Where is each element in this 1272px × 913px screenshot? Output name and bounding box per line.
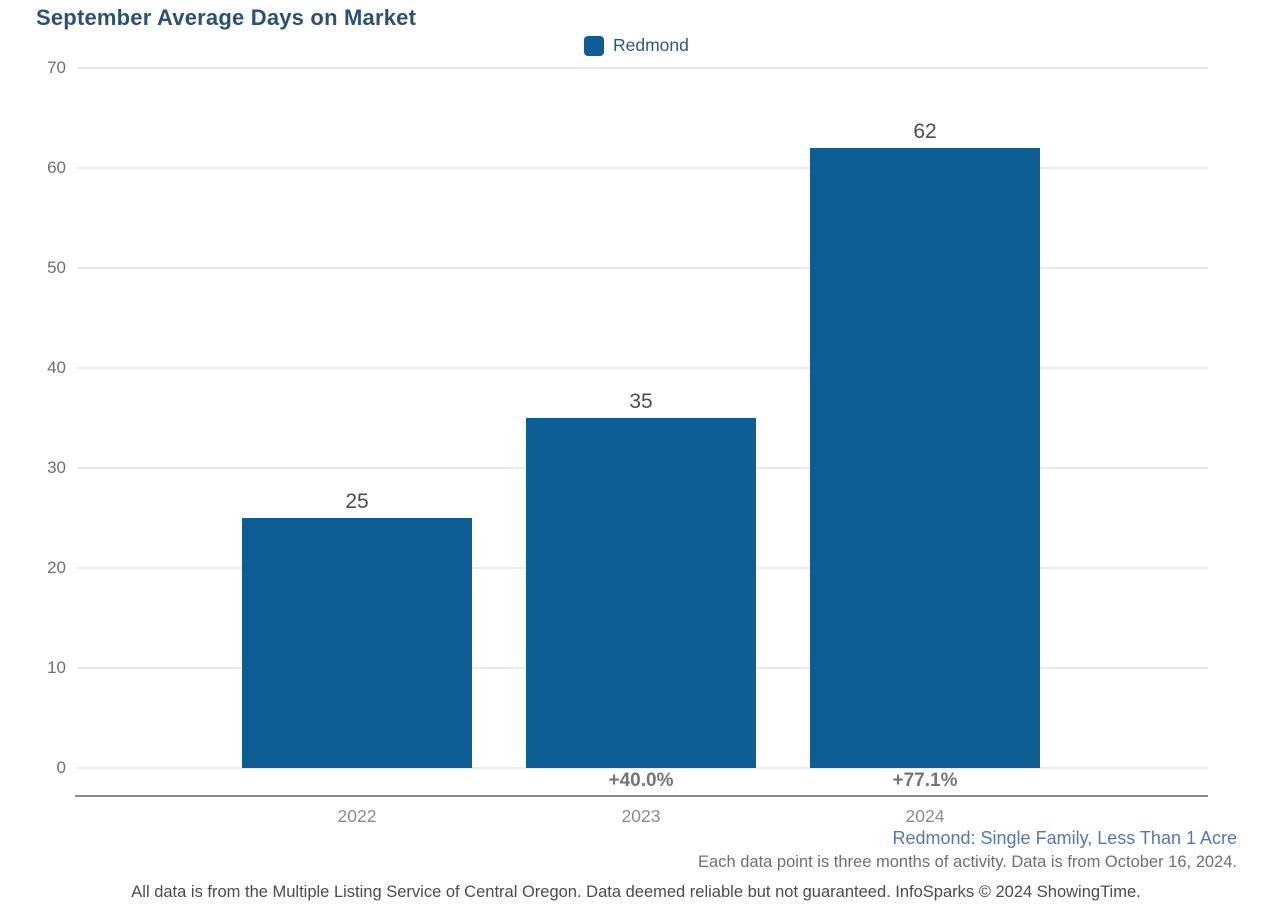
y-tick-label: 40 xyxy=(47,358,66,377)
y-tick-label: 60 xyxy=(47,158,66,177)
legend-item-redmond[interactable]: Redmond xyxy=(584,35,689,56)
bar-2023[interactable] xyxy=(526,418,756,768)
gridline xyxy=(77,267,1208,269)
y-tick-label: 10 xyxy=(47,658,66,677)
gridline xyxy=(77,367,1208,369)
bar-value-label: 25 xyxy=(345,490,369,513)
legend-swatch-icon xyxy=(584,35,604,56)
bar-value-label: 62 xyxy=(913,120,937,143)
legend-label: Redmond xyxy=(613,35,689,55)
data-note-footnote: Each data point is three months of activ… xyxy=(698,853,1237,871)
y-tick-label: 30 xyxy=(47,458,66,477)
pct-change-label: +77.1% xyxy=(892,770,958,791)
y-tick-label: 0 xyxy=(56,758,66,777)
y-tick-label: 70 xyxy=(47,58,66,77)
gridline xyxy=(77,167,1208,169)
y-tick-label: 50 xyxy=(47,258,66,277)
gridline xyxy=(77,767,1208,769)
y-tick-label: 20 xyxy=(47,558,66,577)
x-axis-line xyxy=(75,795,1208,797)
x-tick-label: 2024 xyxy=(905,806,945,826)
x-tick-label: 2022 xyxy=(337,806,377,826)
attribution-footnote: All data is from the Multiple Listing Se… xyxy=(131,883,1141,901)
chart-title: September Average Days on Market xyxy=(36,5,417,30)
bar-value-label: 35 xyxy=(629,390,653,413)
bar-2024[interactable] xyxy=(810,148,1040,768)
x-tick-label: 2023 xyxy=(621,806,661,826)
segment-footnote: Redmond: Single Family, Less Than 1 Acre xyxy=(892,828,1237,848)
gridline xyxy=(77,67,1208,69)
pct-change-label: +40.0% xyxy=(608,770,674,791)
bar-2022[interactable] xyxy=(242,518,472,768)
